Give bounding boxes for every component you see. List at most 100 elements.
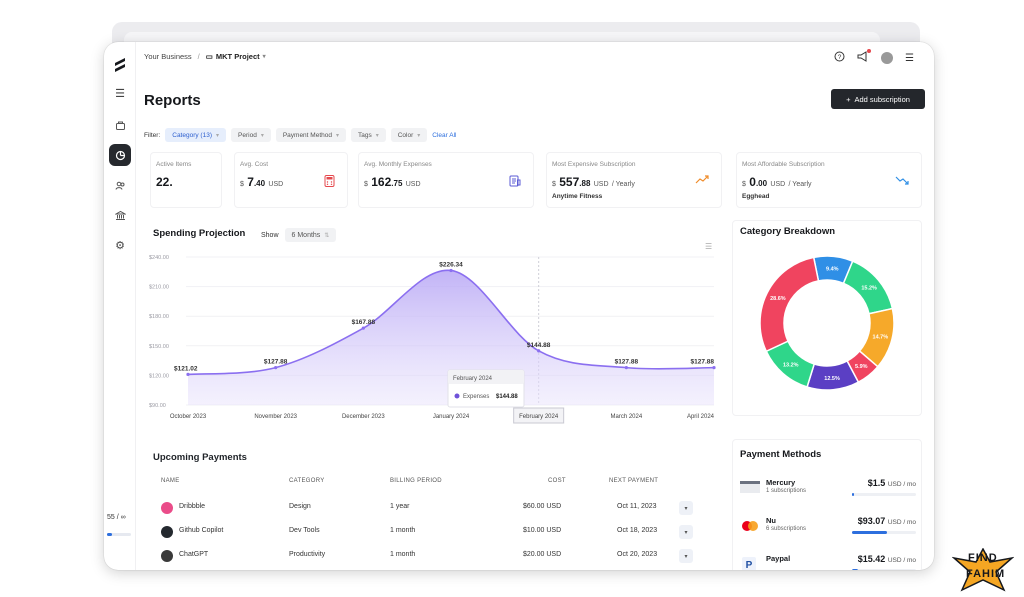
slice-label: 9.4% [826,266,839,272]
filter-chip-label: Period [238,131,257,139]
filter-chip-category[interactable]: Category (13) ▾ [165,128,227,142]
tooltip-series-dot [454,393,460,399]
payment-method-row[interactable]: Mercury 1 subscriptions $1.5 USD / mo [740,478,916,514]
team-icon[interactable] [109,174,131,196]
category-donut-chart[interactable]: 9.4% 15.2% 14.7% 5.9% 12.5% 13.2% 28.6% [752,248,902,398]
col-category: CATEGORY [289,478,325,484]
x-tick-label: April 2024 [687,414,715,420]
chevron-down-icon[interactable]: ▾ [679,549,693,563]
slice-label: 13.2% [783,362,799,368]
help-icon[interactable]: ? [834,51,845,65]
payment-method-name: Mercury [766,478,796,487]
stat-label: Avg. Monthly Expenses [364,161,432,168]
announcements-icon[interactable] [857,49,872,65]
add-subscription-button[interactable]: + Add subscription [831,89,925,109]
table-row[interactable]: ChatGPT Productivity 1 month $20.00 USD … [161,546,693,568]
row-name: Dribbble [179,503,206,510]
clear-all-link[interactable]: Clear All [432,131,457,139]
settings-gear-icon[interactable]: ⚙ [115,239,125,252]
data-label: $127.88 [691,359,715,366]
breadcrumb-business[interactable]: Your Business [144,52,192,61]
folder-icon: ▭ [205,52,213,61]
col-next-payment: NEXT PAYMENT [609,478,659,484]
payment-method-amount: $1.5 USD / mo [868,478,916,488]
tooltip-value: $144.88 [496,394,518,400]
chatgpt-icon [161,550,173,562]
payment-method-subs: 6 subscriptions [766,526,807,532]
reports-icon[interactable] [109,144,131,166]
range-dropdown[interactable]: 6 Months ⇅ [284,228,337,242]
filter-chip-period[interactable]: Period ▾ [231,128,271,142]
value-unit: USD [405,181,421,188]
watermark-logo: FIND FAHIM [952,548,1022,593]
data-label: $226.34 [439,261,463,268]
row-name: ChatGPT [179,551,209,558]
slice-label: 5.9% [855,364,868,370]
page-title: Reports [144,92,201,109]
stat-card-avg-cost: Avg. Cost $ 7.40 USD [234,152,348,208]
stat-card-avg-monthly: Avg. Monthly Expenses $ 162.75 USD [358,152,534,208]
row-name: Github Copilot [179,527,224,534]
row-category: Design [289,503,311,510]
x-tick-label: March 2024 [610,414,642,420]
table-row[interactable]: Github Copilot Dev Tools 1 month $10.00 … [161,522,693,544]
payment-method-row[interactable]: P Paypal $15.42 USD / mo [740,554,916,570]
project-name: MKT Project [215,52,260,61]
row-cost: $20.00 USD [523,551,562,558]
tooltip-series-name: Expenses [463,394,489,400]
row-period: 1 month [390,551,416,558]
menu-icon[interactable]: ☰ [115,87,125,100]
data-point[interactable] [361,326,365,330]
payment-method-row[interactable]: Nu 6 subscriptions $93.07 USD / mo [740,516,916,552]
y-tick-label: $90.00 [149,403,166,409]
data-point[interactable] [624,366,628,370]
subscriptions-icon[interactable] [109,114,131,136]
x-tick-label: January 2024 [433,414,470,420]
stat-value: $ 557.88 USD / Yearly [552,175,635,189]
data-point[interactable] [449,268,453,273]
swap-icon: ⇅ [324,232,330,239]
amount-value: $15.42 [857,554,886,564]
filter-chip-payment-method[interactable]: Payment Method ▾ [275,128,346,142]
breadcrumb-separator: / [197,52,200,61]
amount-value: $1.5 [867,478,886,488]
amount-value: $93.07 [857,516,886,526]
watermark-line1: FIND [968,552,998,564]
svg-text:?: ? [838,54,842,61]
spending-projection-title: Spending Projection [153,228,246,239]
table-row[interactable]: Dribbble Design 1 year $60.00 USD Oct 11… [161,498,693,520]
value-unit: USD [770,181,786,188]
chart-menu-icon[interactable]: ☰ [705,242,713,251]
filter-chip-color[interactable]: Color ▾ [390,128,428,142]
row-period: 1 month [390,527,416,534]
star-icon [952,548,1014,592]
stat-label: Most Affordable Subscription [742,161,825,168]
donut-slice[interactable] [759,256,820,353]
data-point[interactable] [274,366,278,370]
chevron-down-icon[interactable]: ▾ [679,525,693,539]
top-right-actions: ? ☰ [834,49,914,65]
slice-label: 15.2% [861,286,877,292]
dribbble-icon [161,502,173,514]
hamburger-menu-icon[interactable]: ☰ [905,52,914,64]
github-icon [161,526,173,538]
avatar[interactable] [881,52,894,64]
data-point[interactable] [537,349,541,353]
chevron-down-icon[interactable]: ▾ [679,501,693,515]
filter-chip-label: Payment Method [282,131,332,139]
app-logo-icon[interactable] [109,54,131,76]
spending-projection-chart[interactable]: $240.00 $210.00 $180.00 $150.00 $120.00 $90.0… [144,247,724,432]
data-point[interactable] [712,366,716,370]
x-highlight-box [513,407,565,424]
row-category: Dev Tools [289,527,320,534]
data-point[interactable] [186,372,190,376]
usage-progress-bar [107,533,131,536]
value-int: 162 [371,175,392,189]
filter-chip-tags[interactable]: Tags ▾ [350,128,386,142]
calculator-icon [324,175,335,190]
project-selector[interactable]: ▭ MKT Project ▾ [206,52,266,61]
stat-value: 22. [156,175,173,189]
bank-icon[interactable] [109,204,131,226]
slice-label: 14.7% [873,334,889,340]
chevron-down-icon: ▾ [417,132,421,139]
